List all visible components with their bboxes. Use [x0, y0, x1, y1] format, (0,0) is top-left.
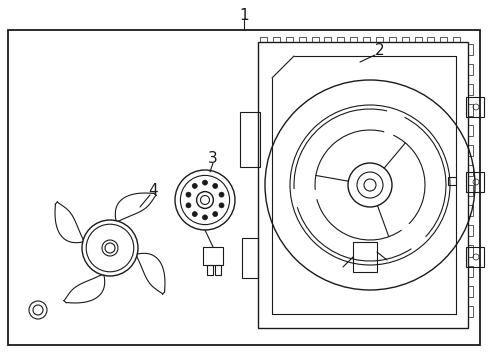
Bar — [439, 37, 447, 42]
Bar — [258, 42, 467, 328]
Bar — [465, 97, 483, 117]
Circle shape — [192, 212, 197, 217]
Bar — [467, 306, 472, 317]
Circle shape — [185, 203, 190, 208]
Bar — [206, 265, 213, 275]
Bar — [311, 37, 318, 42]
Bar — [375, 37, 382, 42]
Text: 2: 2 — [374, 42, 384, 58]
Circle shape — [202, 180, 207, 185]
Bar — [467, 165, 472, 176]
Bar — [362, 37, 369, 42]
Bar — [465, 172, 483, 192]
Bar — [467, 266, 472, 276]
Circle shape — [185, 192, 190, 197]
Bar — [467, 125, 472, 136]
Bar — [401, 37, 408, 42]
Bar — [467, 205, 472, 216]
Bar — [8, 30, 479, 345]
Bar — [272, 37, 280, 42]
Bar — [467, 225, 472, 237]
Bar — [467, 286, 472, 297]
Bar — [215, 265, 221, 275]
Bar — [467, 246, 472, 257]
Bar — [260, 37, 266, 42]
Bar — [452, 37, 459, 42]
Bar — [352, 242, 376, 272]
Bar — [414, 37, 421, 42]
Bar — [467, 64, 472, 75]
Bar — [324, 37, 331, 42]
Bar — [242, 238, 258, 278]
Bar — [427, 37, 433, 42]
Bar — [465, 247, 483, 267]
Bar — [467, 84, 472, 95]
Bar — [467, 145, 472, 156]
Circle shape — [219, 192, 224, 197]
Bar — [285, 37, 292, 42]
Bar — [467, 44, 472, 55]
Circle shape — [212, 212, 217, 217]
Bar — [388, 37, 395, 42]
Text: 4: 4 — [148, 183, 158, 198]
Bar — [467, 104, 472, 116]
Text: 3: 3 — [208, 150, 218, 166]
Circle shape — [192, 184, 197, 188]
Bar — [298, 37, 305, 42]
Bar — [349, 37, 356, 42]
Circle shape — [212, 184, 217, 188]
Circle shape — [202, 215, 207, 220]
Bar — [240, 112, 260, 167]
Bar — [203, 247, 223, 265]
Text: 1: 1 — [239, 8, 248, 23]
Bar — [467, 185, 472, 196]
Bar — [337, 37, 344, 42]
Bar — [447, 177, 455, 185]
Circle shape — [219, 203, 224, 208]
